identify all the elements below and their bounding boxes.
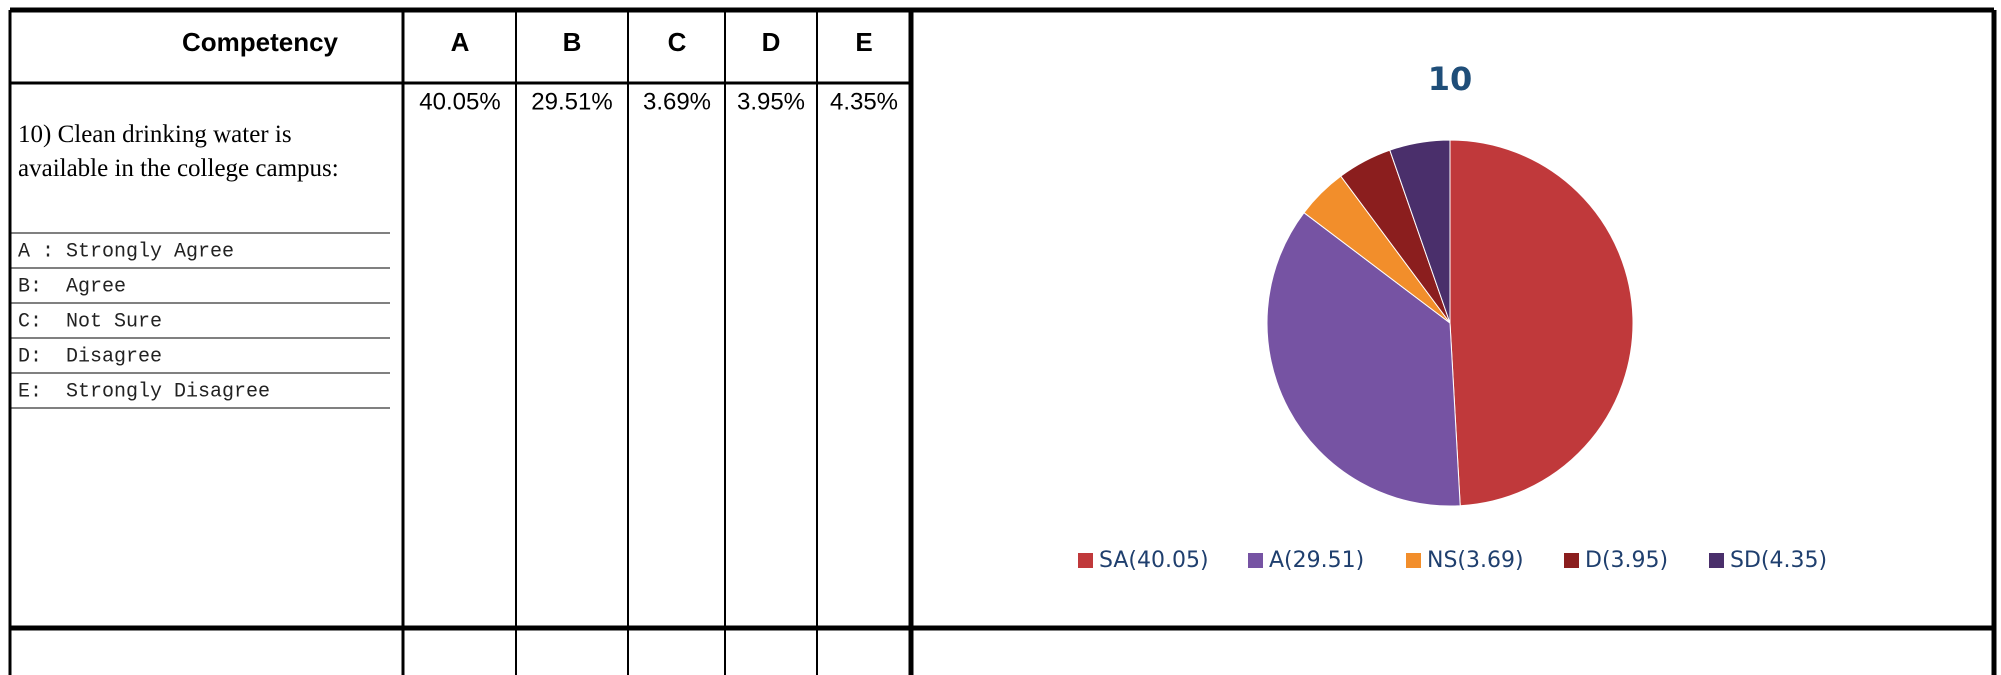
percentage-cell: 40.05%	[419, 88, 500, 115]
pie-slice	[1266, 211, 1461, 507]
legend-label: SA(40.05)	[1099, 548, 1209, 573]
legend-label: NS(3.69)	[1427, 548, 1524, 573]
legend-label: A(29.51)	[1269, 548, 1364, 573]
percentage-cell: 3.95%	[737, 88, 805, 115]
option: C: Not Sure	[18, 310, 162, 333]
percentage-cell: 3.69%	[643, 88, 711, 115]
percentage-cell: 29.51%	[531, 88, 612, 115]
header-cell: B	[563, 27, 582, 57]
legend-label: D(3.95)	[1585, 548, 1668, 573]
legend-swatch	[1078, 553, 1093, 568]
legend-swatch	[1406, 553, 1421, 568]
option: A : Strongly Agree	[18, 240, 234, 263]
header-cell: C	[668, 27, 687, 57]
header-cell: D	[762, 27, 781, 57]
legend-swatch	[1248, 553, 1263, 568]
pie-slice	[1389, 139, 1451, 324]
option: E: Strongly Disagree	[18, 380, 270, 403]
option: D: Disagree	[18, 345, 162, 368]
percentage-cell: 4.35%	[830, 88, 898, 115]
header-cell: A	[451, 27, 470, 57]
legend-swatch	[1564, 553, 1579, 568]
table-lines	[8, 7, 1997, 675]
header-cell: E	[855, 27, 872, 57]
header-cell: Competency	[182, 27, 339, 57]
legend-label: SD(4.35)	[1730, 548, 1827, 573]
question: 10) Clean drinking water is available in…	[18, 121, 339, 182]
option: B: Agree	[18, 275, 126, 298]
chart-title: 10	[1428, 60, 1473, 98]
pie-slice	[1449, 139, 1634, 507]
legend-swatch	[1709, 553, 1724, 568]
